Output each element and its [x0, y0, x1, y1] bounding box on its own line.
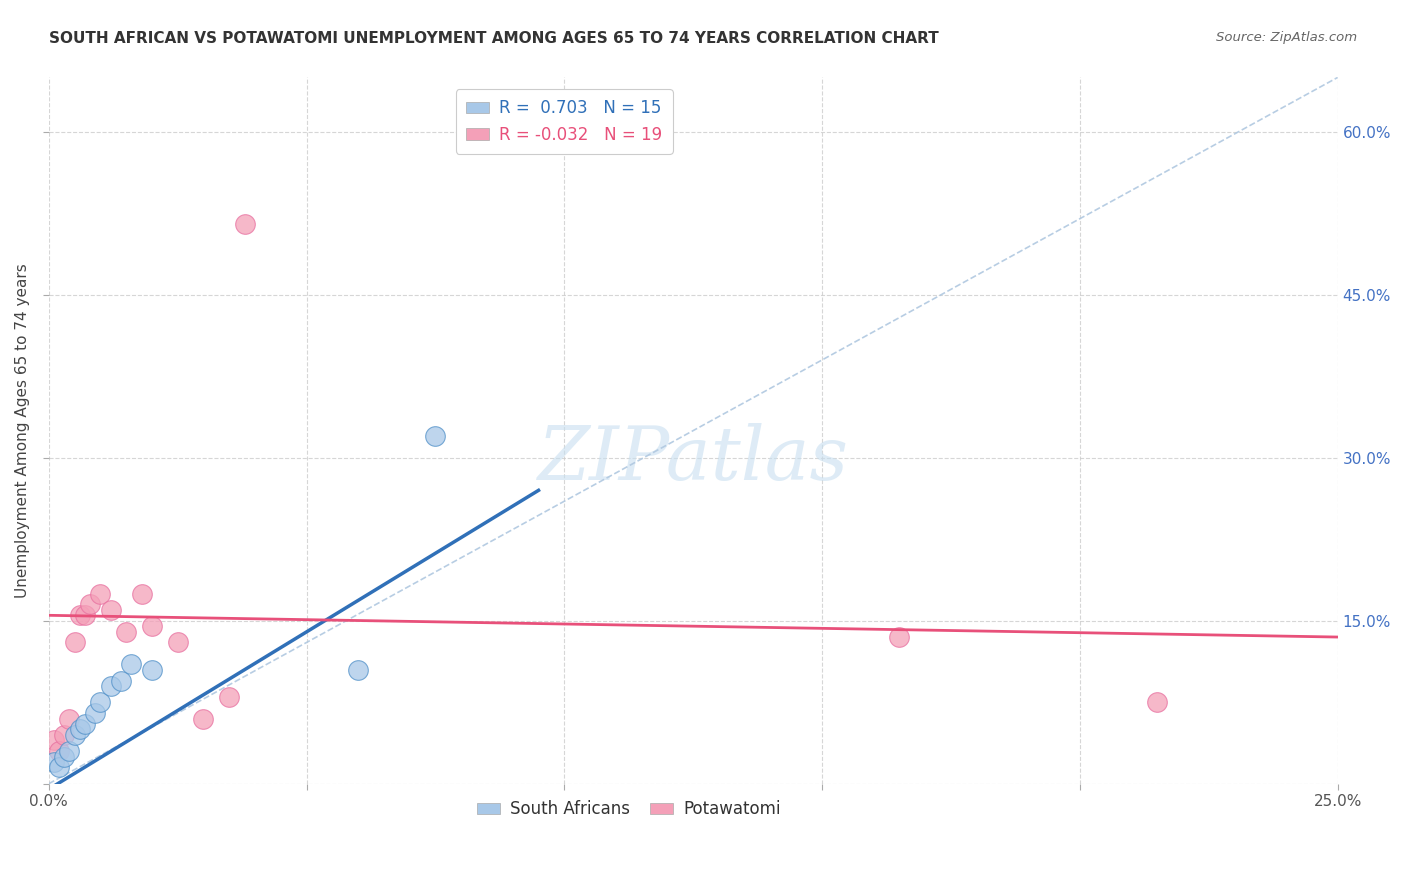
Point: [141, 619, 163, 633]
Point: [218, 690, 240, 704]
Point: [53, 728, 76, 742]
Point: [100, 679, 122, 693]
Point: [48, 760, 70, 774]
Point: [73, 608, 96, 623]
Point: [1146, 695, 1168, 709]
Point: [58, 712, 80, 726]
Text: ZIPatlas: ZIPatlas: [537, 423, 849, 495]
Point: [42, 755, 65, 769]
Point: [89, 695, 111, 709]
Point: [115, 624, 138, 639]
Text: SOUTH AFRICAN VS POTAWATOMI UNEMPLOYMENT AMONG AGES 65 TO 74 YEARS CORRELATION C: SOUTH AFRICAN VS POTAWATOMI UNEMPLOYMENT…: [49, 31, 939, 46]
Point: [131, 586, 153, 600]
Point: [69, 723, 91, 737]
Point: [100, 603, 122, 617]
Point: [141, 663, 163, 677]
Point: [425, 429, 447, 443]
Point: [889, 630, 911, 644]
Point: [58, 744, 80, 758]
Point: [48, 744, 70, 758]
Text: Source: ZipAtlas.com: Source: ZipAtlas.com: [1216, 31, 1357, 45]
Point: [347, 663, 370, 677]
Point: [193, 712, 215, 726]
Point: [63, 728, 86, 742]
Point: [63, 635, 86, 649]
Y-axis label: Unemployment Among Ages 65 to 74 years: Unemployment Among Ages 65 to 74 years: [15, 263, 30, 598]
Point: [73, 717, 96, 731]
Point: [69, 608, 91, 623]
Legend: South Africans, Potawatomi: South Africans, Potawatomi: [470, 794, 787, 825]
Point: [233, 217, 256, 231]
Point: [79, 598, 101, 612]
Point: [42, 733, 65, 747]
Point: [84, 706, 107, 720]
Point: [110, 673, 132, 688]
Point: [166, 635, 188, 649]
Point: [120, 657, 142, 672]
Point: [53, 749, 76, 764]
Point: [89, 586, 111, 600]
